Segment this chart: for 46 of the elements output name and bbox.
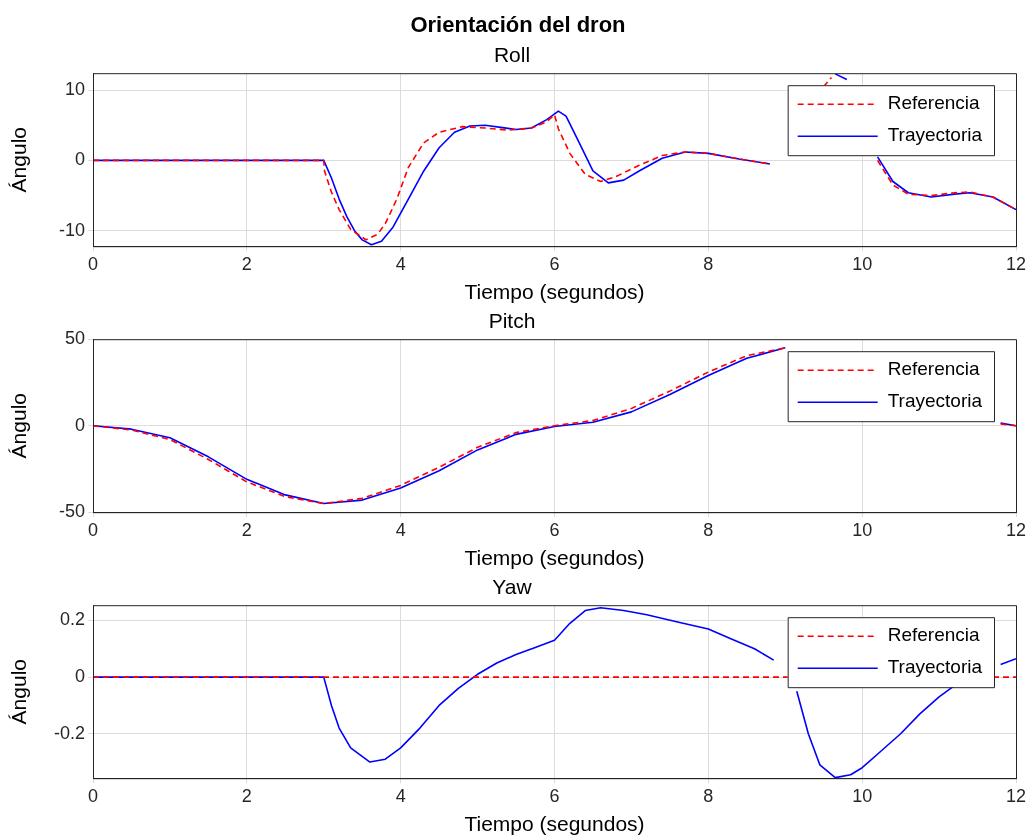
- y-tick-label: 0.2: [59, 609, 85, 630]
- chart-subtitle: Roll: [493, 43, 531, 67]
- x-tick-label: 6: [549, 785, 560, 806]
- x-tick-label: 6: [549, 253, 560, 274]
- x-tick-label: 2: [241, 253, 252, 274]
- y-tick-label: 50: [64, 328, 85, 349]
- x-tick-label: 8: [703, 253, 714, 274]
- y-tick-label: -10: [58, 219, 85, 240]
- chart-title: Pitch: [488, 309, 536, 333]
- x-tick-label: 8: [703, 785, 714, 806]
- x-tick-label: 4: [395, 253, 406, 274]
- x-axis-title: Tiempo (segundos): [464, 280, 645, 304]
- y-tick-label: -50: [58, 501, 85, 522]
- y-tick-label: 0: [74, 149, 85, 170]
- legend-label: Trayectoria: [887, 390, 983, 412]
- y-tick-label: 0: [74, 414, 85, 435]
- chart-title: Orientación del dron: [409, 11, 627, 39]
- y-axis-title: Ángulo: [7, 127, 31, 193]
- y-tick-label: 0: [74, 666, 85, 687]
- legend-label: Referencia: [887, 624, 980, 646]
- x-tick-label: 6: [549, 519, 560, 540]
- x-tick-label: 2: [241, 785, 252, 806]
- x-tick-label: 12: [1005, 253, 1027, 274]
- x-tick-label: 0: [87, 519, 99, 540]
- x-tick-label: 0: [87, 253, 99, 274]
- y-tick-label: -0.2: [53, 722, 85, 743]
- y-axis-title: Ángulo: [7, 393, 31, 459]
- legend-label: Referencia: [887, 92, 980, 114]
- x-tick-label: 8: [703, 519, 714, 540]
- x-tick-label: 2: [241, 519, 252, 540]
- x-tick-label: 12: [1005, 519, 1027, 540]
- legend-label: Trayectoria: [887, 656, 983, 678]
- y-tick-label: 10: [64, 79, 85, 100]
- x-tick-label: 4: [395, 519, 406, 540]
- x-tick-label: 10: [852, 519, 873, 540]
- legend-label: Referencia: [887, 358, 980, 380]
- x-tick-label: 0: [87, 785, 99, 806]
- x-tick-label: 12: [1005, 785, 1027, 806]
- y-axis-title: Ángulo: [7, 659, 31, 725]
- legend-label: Trayectoria: [887, 124, 983, 146]
- x-axis-title: Tiempo (segundos): [464, 812, 645, 836]
- x-tick-label: 10: [852, 785, 873, 806]
- x-tick-label: 4: [395, 785, 406, 806]
- x-tick-label: 10: [852, 253, 873, 274]
- chart-title: Yaw: [492, 575, 533, 599]
- x-axis-title: Tiempo (segundos): [464, 546, 645, 570]
